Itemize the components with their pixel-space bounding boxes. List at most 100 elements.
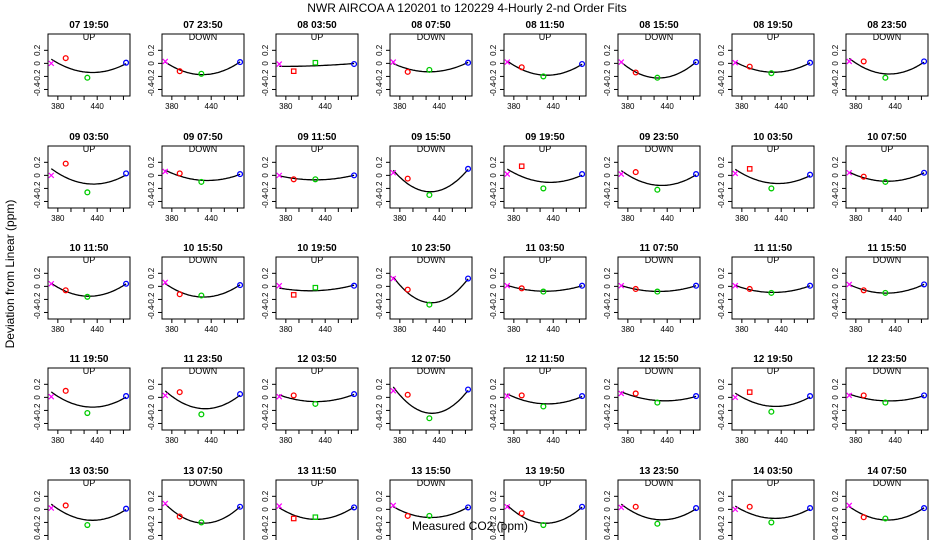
x-tick-label: 380 <box>165 436 179 445</box>
y-tick-label: -0.2 <box>375 515 384 529</box>
standard-point <box>807 59 814 66</box>
standard-point <box>312 514 319 521</box>
standard-point <box>654 520 661 527</box>
fit-curve <box>506 168 583 184</box>
panel-frame <box>389 256 473 320</box>
y-tick-label: 0 <box>375 61 384 66</box>
y-tick-label: -0.4 <box>489 416 498 430</box>
standard-point <box>618 504 625 511</box>
panel-direction-label: UP <box>539 366 552 376</box>
y-tick-label: 0.2 <box>261 44 270 56</box>
panel-title: 11 23:50 <box>184 354 223 365</box>
standard-point <box>768 185 775 192</box>
panel-title: 13 07:50 <box>183 466 223 477</box>
fit-curve <box>734 505 811 520</box>
standard-point <box>426 415 433 422</box>
y-tick-label: -0.2 <box>831 515 840 529</box>
y-tick-label: 0 <box>603 284 612 289</box>
fit-curve <box>392 276 469 304</box>
panel-title: 13 03:50 <box>69 466 109 477</box>
y-tick-label: 0 <box>33 173 42 178</box>
standard-point <box>921 281 928 288</box>
standard-point <box>732 394 739 401</box>
fit-curve <box>621 391 697 402</box>
standard-point <box>693 393 700 400</box>
y-tick-label: -0.2 <box>603 292 612 306</box>
y-tick-label: 0 <box>147 173 156 178</box>
standard-point <box>860 392 867 399</box>
y-tick-label: 0 <box>489 173 498 178</box>
standard-point <box>654 399 661 406</box>
y-tick-label: 0.2 <box>261 267 270 279</box>
panel-frame <box>161 256 245 320</box>
y-tick-label: -0.4 <box>717 528 726 540</box>
y-tick-label: -0.4 <box>489 305 498 319</box>
standard-point <box>162 58 169 65</box>
y-tick-label: -0.2 <box>375 403 384 417</box>
panel-frame <box>845 367 929 431</box>
panel-title: 08 03:50 <box>297 20 337 31</box>
x-tick-label: 380 <box>279 214 293 223</box>
x-tick-label: 440 <box>433 325 447 334</box>
y-tick-label: -0.2 <box>489 292 498 306</box>
y-tick-label: 0.2 <box>147 156 156 168</box>
standard-point <box>62 387 69 394</box>
panel-direction-label: DOWN <box>417 144 446 154</box>
panel-frame <box>47 256 131 320</box>
standard-point <box>504 171 511 177</box>
y-tick-label: -0.2 <box>261 515 270 529</box>
x-tick-label: 380 <box>621 102 635 111</box>
standard-point <box>312 284 319 291</box>
standard-point <box>465 386 472 393</box>
standard-point <box>404 286 411 293</box>
y-tick-label: 0.2 <box>831 267 840 279</box>
x-tick-label: 380 <box>621 436 635 445</box>
y-tick-label: -0.4 <box>33 528 42 540</box>
standard-point <box>290 292 297 298</box>
panel-frame <box>617 33 701 97</box>
x-tick-label: 440 <box>775 436 789 445</box>
panel-title: 08 19:50 <box>753 20 793 31</box>
y-tick-label: 0 <box>261 284 270 289</box>
standard-point <box>465 275 472 282</box>
y-tick-label: 0.2 <box>33 44 42 56</box>
x-tick-label: 440 <box>433 102 447 111</box>
standard-point <box>518 392 525 399</box>
x-tick-label: 440 <box>661 436 675 445</box>
x-tick-label: 380 <box>849 102 863 111</box>
y-tick-label: -0.2 <box>147 515 156 529</box>
fit-curve <box>279 284 355 292</box>
standard-point <box>162 500 169 507</box>
y-tick-label: -0.4 <box>33 194 42 208</box>
y-tick-label: -0.2 <box>261 69 270 83</box>
y-tick-label: -0.4 <box>489 82 498 96</box>
standard-point <box>404 175 411 182</box>
x-tick-label: 380 <box>165 214 179 223</box>
panel-direction-label: UP <box>311 32 324 42</box>
fit-curve <box>734 168 811 185</box>
y-tick-label: 0.2 <box>33 378 42 390</box>
y-tick-label: -0.4 <box>831 194 840 208</box>
standard-point <box>768 408 775 415</box>
fit-curve <box>278 506 355 520</box>
standard-point <box>632 69 639 76</box>
x-tick-label: 440 <box>91 102 105 111</box>
panel-direction-label: UP <box>311 478 324 488</box>
standard-point <box>162 392 169 399</box>
standard-point <box>732 506 739 513</box>
standard-point <box>618 171 625 177</box>
standard-point <box>504 393 511 399</box>
